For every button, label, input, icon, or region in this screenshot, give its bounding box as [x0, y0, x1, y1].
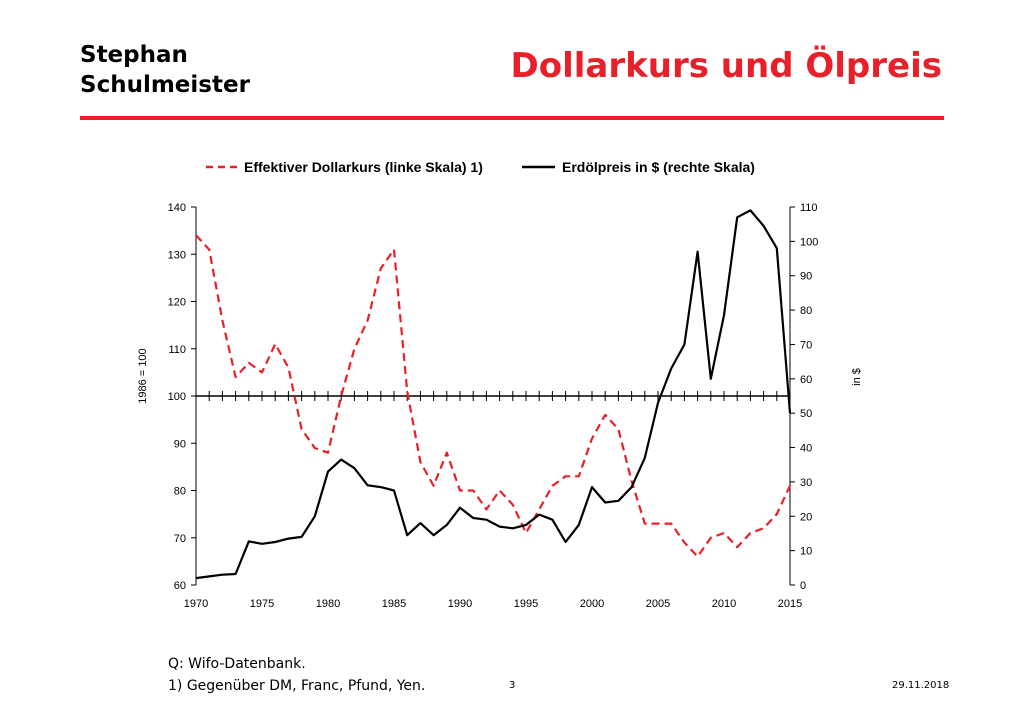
x-tick-label: 1970	[184, 598, 208, 610]
left-tick-label: 140	[168, 202, 186, 214]
x-tick-label: 1990	[448, 598, 472, 610]
right-tick-label: 70	[800, 339, 812, 351]
page-number: 3	[509, 680, 516, 691]
right-tick-label: 30	[800, 477, 812, 489]
author-first-name: Stephan	[80, 42, 188, 68]
oil-price-line	[195, 209, 792, 580]
slide-title: Dollarkurs und Ölpreis	[510, 46, 942, 86]
left-tick-label: 80	[174, 486, 186, 498]
right-tick-label: 20	[800, 511, 812, 523]
x-tick-label: 2010	[712, 598, 736, 610]
x-tick-label: 2000	[580, 598, 604, 610]
right-tick-label: 10	[800, 546, 812, 558]
left-tick-label: 100	[168, 391, 186, 403]
legend-dollar-label: Effektiver Dollarkurs (linke Skala) 1)	[244, 159, 483, 175]
title-rule	[80, 116, 944, 120]
right-tick-label: 50	[800, 408, 812, 420]
right-tick-label: 90	[800, 271, 812, 283]
right-tick-label: 60	[800, 374, 812, 386]
legend-oil-label: Erdölpreis in $ (rechte Skala)	[562, 159, 755, 175]
legend: Effektiver Dollarkurs (linke Skala) 1) E…	[206, 159, 755, 175]
x-tick-label: 1980	[316, 598, 340, 610]
author-last-name: Schulmeister	[80, 72, 250, 98]
right-tick-label: 80	[800, 305, 812, 317]
slide-date: 29.11.2018	[892, 680, 950, 691]
left-tick-label: 120	[168, 297, 186, 309]
right-tick-label: 40	[800, 443, 812, 455]
series-layer	[195, 209, 792, 580]
left-tick-label: 70	[174, 533, 186, 545]
right-tick-label: 0	[800, 580, 806, 592]
source-note: Q: Wifo-Datenbank.	[168, 656, 306, 672]
x-tick-label: 2015	[778, 598, 802, 610]
right-tick-label: 100	[800, 236, 818, 248]
dollar-rate-line	[195, 234, 791, 558]
axes: 60 70 80 90 100 110 120 130 140 0 10 20 30 40 50 60 70 80…	[137, 202, 863, 610]
author-name: Stephan Schulmeister	[80, 40, 250, 100]
left-tick-label: 90	[174, 438, 186, 450]
x-tick-label: 2005	[646, 598, 670, 610]
footnote: 1) Gegenüber DM, Franc, Pfund, Yen.	[168, 678, 426, 694]
left-tick-label: 130	[168, 249, 186, 261]
y-axis-right-label: in $	[851, 368, 863, 386]
x-tick-label: 1995	[514, 598, 538, 610]
x-tick-label: 1975	[250, 598, 274, 610]
y-axis-left-label: 1986 = 100	[137, 348, 149, 403]
x-tick-label: 1985	[382, 598, 406, 610]
left-tick-label: 60	[174, 580, 186, 592]
left-tick-label: 110	[168, 344, 186, 356]
right-tick-label: 110	[800, 202, 818, 214]
